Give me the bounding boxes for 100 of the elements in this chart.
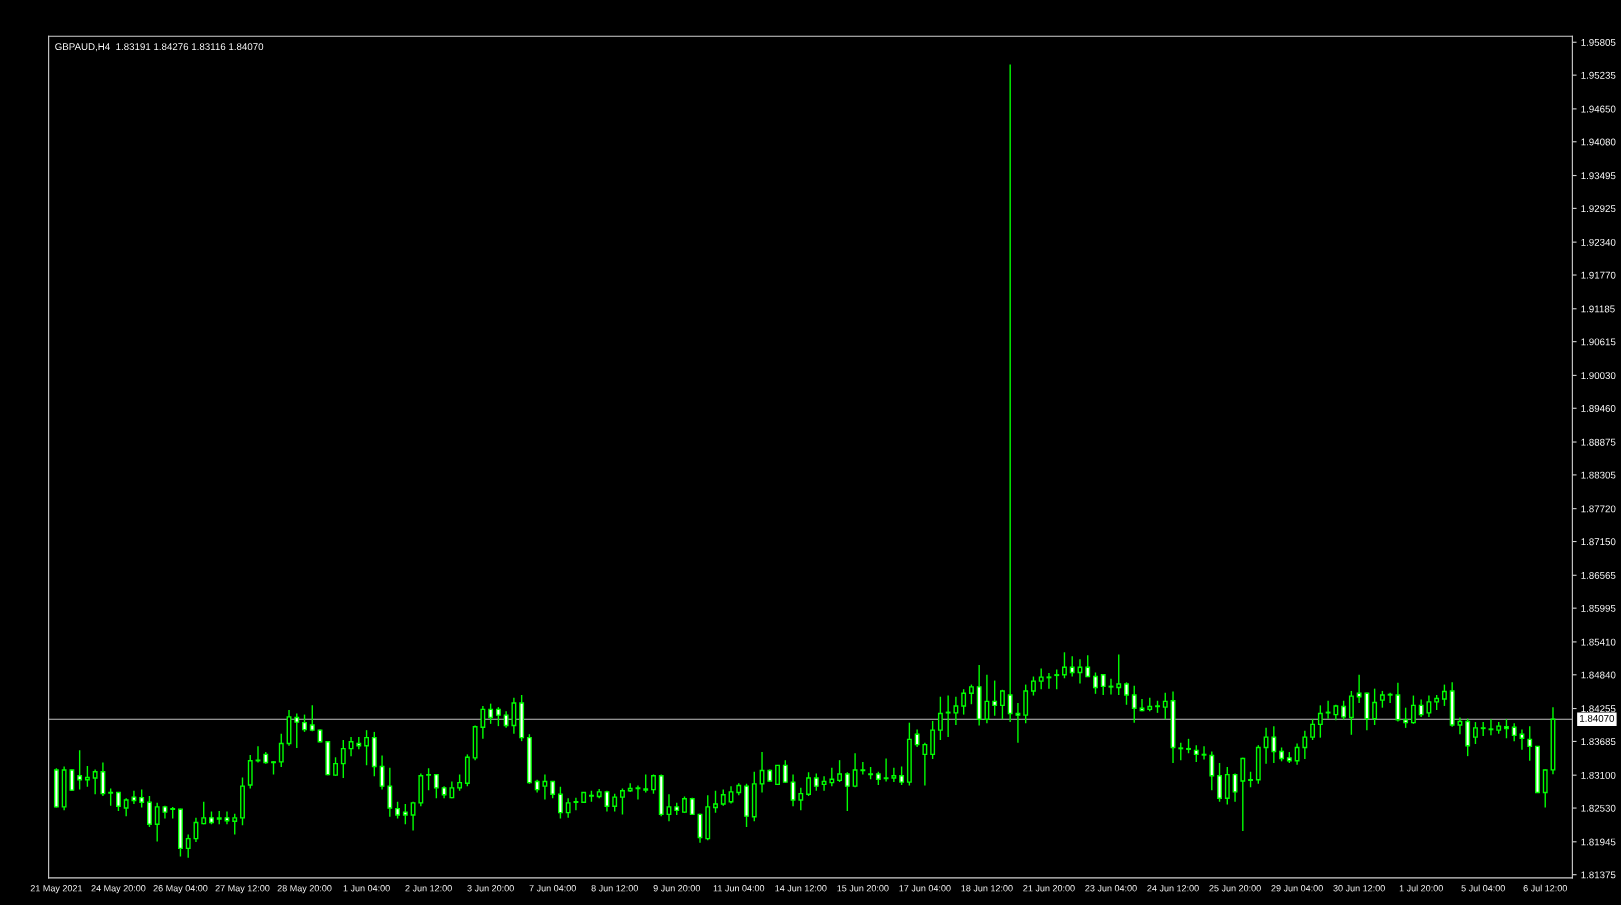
x-tick-label: 26 May 04:00 [153, 885, 208, 894]
y-tick-label: 1.95805 [1581, 38, 1616, 46]
candlestick [488, 702, 494, 725]
x-tick-label: 25 Jun 20:00 [1209, 885, 1261, 892]
x-tick-label: 14 Jun 12:00 [775, 885, 827, 892]
candlestick [1542, 768, 1548, 809]
candlestick [899, 765, 905, 786]
y-tick-label: 1.89460 [1581, 405, 1616, 412]
candlestick [100, 761, 106, 797]
candlestick [426, 767, 432, 791]
candlestick [1162, 691, 1168, 720]
candlestick [782, 759, 788, 784]
ref-line-label: 1.84070 [1580, 714, 1615, 722]
candlestick [364, 729, 370, 767]
x-tick-label: 9 Jun 20:00 [653, 885, 700, 892]
candlestick [1426, 694, 1432, 718]
candlestick [1046, 672, 1052, 690]
candlestick [775, 764, 780, 786]
x-tick-label: 23 Jun 04:00 [1085, 885, 1137, 892]
candlestick [1100, 673, 1106, 696]
candlestick [433, 773, 439, 799]
candlestick [806, 771, 812, 797]
candlestick [922, 742, 928, 787]
x-tick-label: 5 Jul 04:00 [1461, 884, 1505, 892]
y-tick-label: 1.88875 [1581, 438, 1616, 446]
y-tick-label: 1.84255 [1581, 705, 1616, 713]
candlestick [1015, 702, 1021, 744]
y-tick-label: 1.85995 [1581, 604, 1616, 612]
candlestick [1116, 653, 1122, 696]
x-tick-label: 18 Jun 12:00 [961, 885, 1013, 892]
candlestick [1348, 690, 1354, 736]
y-tick-label: 1.91770 [1581, 271, 1616, 279]
y-tick-label: 1.81375 [1581, 871, 1616, 879]
candlestick [1069, 655, 1075, 678]
candlestick [1403, 706, 1409, 729]
x-tick-label: 1 Jun 04:00 [343, 885, 390, 892]
candlestick [1294, 742, 1300, 766]
candlestick [984, 674, 990, 724]
candlestick [1201, 745, 1207, 761]
x-tick-label: 21 May 2021 [30, 885, 83, 894]
candlestick [1387, 691, 1393, 704]
candlestick [340, 739, 346, 779]
candlestick [278, 732, 284, 768]
candlestick [154, 802, 160, 843]
candlestick [1457, 716, 1463, 735]
x-tick-label: 3 Jun 20:00 [467, 885, 514, 892]
x-tick-label: 21 Jun 20:00 [1023, 885, 1075, 892]
candlestick [1441, 683, 1447, 707]
y-tick-label: 1.92340 [1581, 238, 1616, 246]
candlestick [84, 765, 90, 788]
candlestick [1263, 727, 1269, 765]
candlestick [992, 679, 998, 717]
y-tick-label: 1.92925 [1581, 205, 1616, 213]
candlestick [511, 697, 517, 735]
x-tick-label: 1 Jul 20:00 [1399, 884, 1443, 892]
x-tick-label: 2 Jun 12:00 [405, 885, 452, 892]
x-tick-label: 28 May 20:00 [277, 885, 332, 894]
text: GBPAUD,H4 1.83191 1.84276 1.83116 1.84070 [55, 43, 264, 52]
y-tick-label: 1.83685 [1581, 738, 1616, 746]
candlestick [542, 773, 548, 801]
candlestick [565, 797, 571, 819]
candlestick [852, 752, 858, 788]
candlestick [185, 833, 191, 859]
candlestick [402, 803, 408, 825]
candlestick [1302, 730, 1308, 760]
candlestick [891, 766, 897, 783]
x-tick-label: 24 May 20:00 [91, 885, 146, 894]
candlestick [1527, 725, 1533, 762]
y-tick-label: 1.95235 [1581, 71, 1616, 79]
candlestick [1473, 721, 1478, 745]
candlestick [620, 787, 625, 816]
candlestick [1038, 667, 1044, 690]
candlestick [232, 813, 238, 836]
y-tick-label: 1.94650 [1581, 105, 1616, 113]
y-tick-label: 1.93495 [1581, 172, 1616, 180]
candlestick [1030, 675, 1036, 697]
y-tick-label: 1.81945 [1581, 838, 1616, 846]
y-tick-label: 1.82530 [1581, 804, 1616, 812]
candlestick [821, 775, 827, 792]
candlestick [379, 754, 385, 791]
candlestick [1224, 766, 1230, 806]
y-tick-label: 1.90615 [1581, 338, 1616, 346]
candlestick [1062, 651, 1067, 679]
y-tick-label: 1.84840 [1581, 671, 1616, 679]
candlestick [968, 683, 974, 705]
y-tick-label: 1.88305 [1581, 471, 1616, 479]
candlestick [356, 736, 362, 750]
candlestick [635, 784, 641, 801]
candlestick [1054, 668, 1060, 690]
candlestick [69, 768, 75, 792]
candlestick [309, 704, 315, 733]
candlestick [713, 790, 718, 814]
y-tick-label: 1.87150 [1581, 538, 1616, 546]
candlestick [255, 745, 261, 764]
y-tick-label: 1.94080 [1581, 138, 1616, 146]
candlestick [495, 706, 501, 727]
candlestick [1108, 678, 1114, 696]
candlestick [829, 766, 835, 787]
x-tick-label: 6 Jul 12:00 [1523, 884, 1567, 892]
candlestick [837, 759, 843, 783]
